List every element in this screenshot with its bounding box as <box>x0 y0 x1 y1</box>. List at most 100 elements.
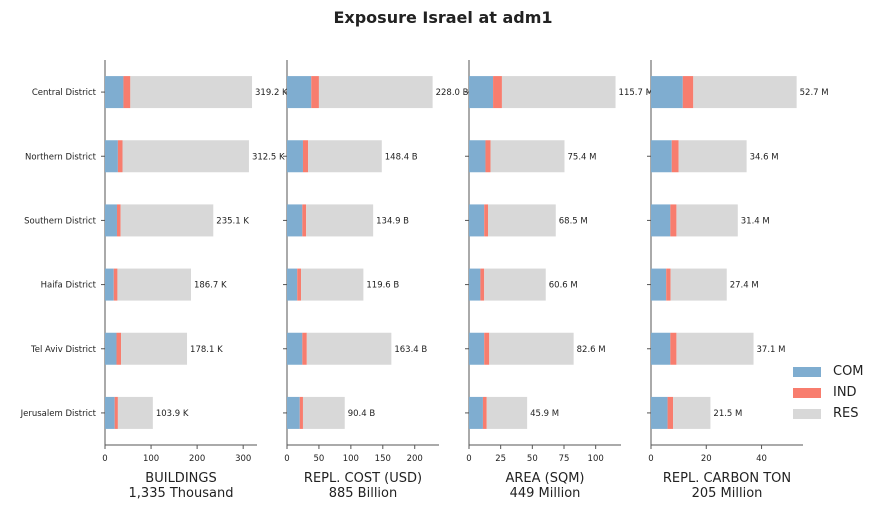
panel-2-bar-ind-jerusalem-district <box>299 396 303 429</box>
panel-3-value-label-central-district: 115.7 M <box>619 88 653 98</box>
panel-1-bar-res-central-district <box>130 76 253 109</box>
panel-4-value-label-jerusalem-district: 21.5 M <box>713 409 742 419</box>
panel-2-bar-com-central-district <box>287 76 312 109</box>
panel-4-x-tick-label-40: 40 <box>756 454 767 464</box>
panel-2-bar-com-haifa-district <box>287 268 298 301</box>
panel-2-value-label-central-district: 228.0 B <box>436 88 469 98</box>
panel-4-bar-ind-haifa-district <box>666 268 671 301</box>
legend: COM IND RES <box>793 361 864 424</box>
panel-2-x-axis-label: REPL. COST (USD) <box>304 471 422 486</box>
panel-3-bar-res-tel-aviv-district <box>489 332 574 365</box>
panel-4-value-label-haifa-district: 27.4 M <box>730 281 759 291</box>
y-tick-label-central-district: Central District <box>32 88 97 98</box>
panel-3-bar-ind-tel-aviv-district <box>484 332 490 365</box>
panel-3-bar-res-northern-district <box>490 140 565 173</box>
panel-4-bar-res-central-district <box>693 76 797 109</box>
panel-3-x-axis-label: AREA (SQM) <box>505 471 584 486</box>
panel-2-bar-com-southern-district <box>287 204 303 237</box>
legend-item-ind: IND <box>793 382 864 403</box>
panel-2-x-axis-subtitle: 885 Billion <box>329 486 398 501</box>
panel-4-x-axis-label: REPL. CARBON TON <box>663 471 791 486</box>
panel-2-bar-ind-haifa-district <box>297 268 302 301</box>
panel-2-bar-ind-tel-aviv-district <box>302 332 307 365</box>
legend-label-com: COM <box>833 364 864 379</box>
panel-1-x-tick-label-300: 300 <box>235 454 251 464</box>
panel-1-x-axis-label: BUILDINGS <box>145 471 216 486</box>
panel-4-bar-ind-tel-aviv-district <box>670 332 677 365</box>
panel-4-bar-res-southern-district <box>676 204 738 237</box>
legend-swatch-ind <box>793 387 821 398</box>
panel-4-x-tick-label-0: 0 <box>648 454 653 464</box>
panel-3-value-label-southern-district: 68.5 M <box>559 216 588 226</box>
panel-4-value-label-northern-district: 34.6 M <box>750 152 779 162</box>
panel-2-value-label-northern-district: 148.4 B <box>385 152 418 162</box>
panel-4-bar-com-jerusalem-district <box>651 396 668 429</box>
panel-2-x-tick-label-0: 0 <box>284 454 289 464</box>
panel-1-bar-com-southern-district <box>105 204 117 237</box>
panel-3-bar-com-tel-aviv-district <box>469 332 485 365</box>
panel-1-x-tick-label-0: 0 <box>102 454 107 464</box>
panel-1-bar-ind-southern-district <box>116 204 121 237</box>
panel-4-bar-ind-jerusalem-district <box>667 396 674 429</box>
legend-item-res: RES <box>793 403 864 424</box>
panel-1-value-label-northern-district: 312.5 K <box>252 152 285 162</box>
panel-3-bar-ind-haifa-district <box>480 268 485 301</box>
panel-1-value-label-haifa-district: 186.7 K <box>194 281 227 291</box>
panel-3-x-tick-label-100: 100 <box>588 454 604 464</box>
panel-4-bar-com-haifa-district <box>651 268 667 301</box>
panel-1-bar-com-northern-district <box>105 140 118 173</box>
panel-1-bar-ind-haifa-district <box>113 268 118 301</box>
panel-4-bar-com-tel-aviv-district <box>651 332 671 365</box>
legend-item-com: COM <box>793 361 864 382</box>
panel-3-bar-com-southern-district <box>469 204 485 237</box>
panel-2-bar-res-central-district <box>318 76 433 109</box>
panel-2-bar-res-northern-district <box>308 140 382 173</box>
panel-3-value-label-tel-aviv-district: 82.6 M <box>577 345 606 355</box>
panel-3-x-axis-subtitle: 449 Million <box>510 486 581 501</box>
panel-1-bar-ind-jerusalem-district <box>114 396 118 429</box>
panel-3-x-tick-label-75: 75 <box>559 454 570 464</box>
panel-3-value-label-haifa-district: 60.6 M <box>549 281 578 291</box>
panel-4-value-label-southern-district: 31.4 M <box>741 216 770 226</box>
panel-2-x-tick-label-150: 150 <box>375 454 391 464</box>
panel-1-bar-com-jerusalem-district <box>105 396 115 429</box>
panel-2-bar-ind-southern-district <box>302 204 307 237</box>
panel-4-value-label-tel-aviv-district: 37.1 M <box>757 345 786 355</box>
panel-2-x-tick-label-200: 200 <box>407 454 423 464</box>
panel-1-bar-ind-central-district <box>123 76 131 109</box>
panel-4-bar-res-tel-aviv-district <box>676 332 754 365</box>
panel-2-value-label-tel-aviv-district: 163.4 B <box>394 345 427 355</box>
panel-2-bar-ind-central-district <box>311 76 319 109</box>
y-tick-label-southern-district: Southern District <box>24 216 97 226</box>
legend-label-ind: IND <box>833 385 857 400</box>
panel-3-value-label-jerusalem-district: 45.9 M <box>530 409 559 419</box>
panel-1-x-tick-label-100: 100 <box>143 454 159 464</box>
y-tick-label-haifa-district: Haifa District <box>41 281 97 291</box>
panel-1-bar-res-haifa-district <box>117 268 191 301</box>
panel-1-bar-res-northern-district <box>122 140 249 173</box>
legend-label-res: RES <box>833 406 859 421</box>
panel-2-bar-res-southern-district <box>306 204 374 237</box>
panel-3-bar-ind-southern-district <box>484 204 488 237</box>
y-tick-label-northern-district: Northern District <box>25 152 97 162</box>
panel-3-bar-res-haifa-district <box>484 268 546 301</box>
panel-4-bar-com-central-district <box>651 76 683 109</box>
y-tick-label-tel-aviv-district: Tel Aviv District <box>30 345 97 355</box>
panel-2-x-tick-label-100: 100 <box>343 454 359 464</box>
panel-2-value-label-haifa-district: 119.6 B <box>366 281 399 291</box>
panel-1-x-axis-subtitle: 1,335 Thousand <box>129 486 234 501</box>
panel-1-bar-res-tel-aviv-district <box>121 332 188 365</box>
panel-4-x-tick-label-20: 20 <box>701 454 712 464</box>
panel-1-bar-com-central-district <box>105 76 124 109</box>
panel-2-bar-ind-northern-district <box>302 140 309 173</box>
panel-3-bar-ind-central-district <box>493 76 502 109</box>
legend-swatch-res <box>793 408 821 419</box>
panel-2-value-label-jerusalem-district: 90.4 B <box>348 409 376 419</box>
panel-1-value-label-central-district: 319.2 K <box>255 88 288 98</box>
panel-2-bar-com-tel-aviv-district <box>287 332 303 365</box>
y-tick-label-jerusalem-district: Jerusalem District <box>20 409 97 419</box>
panel-2-bar-com-jerusalem-district <box>287 396 300 429</box>
panel-3-x-tick-label-0: 0 <box>466 454 471 464</box>
panel-1-bar-res-jerusalem-district <box>117 396 153 429</box>
